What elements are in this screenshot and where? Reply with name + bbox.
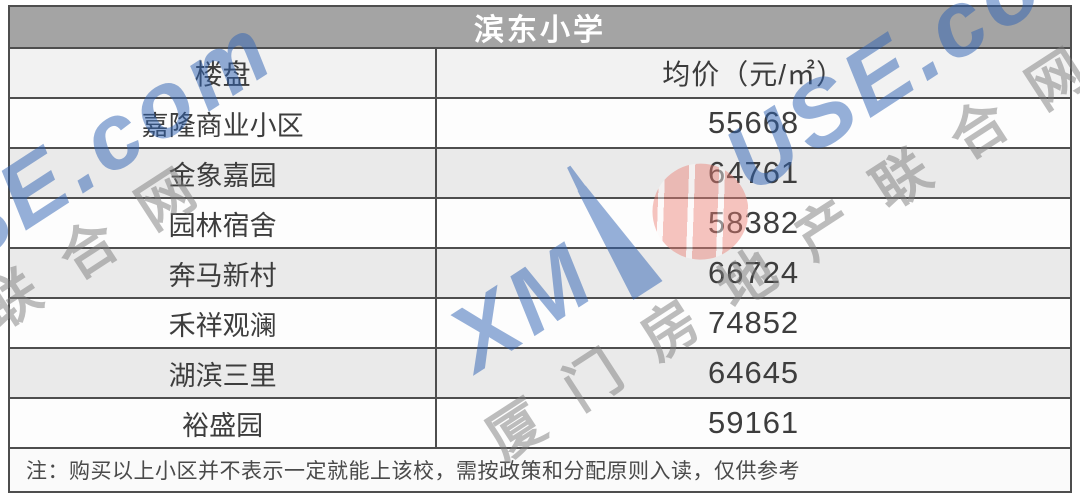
table-row: 园林宿舍 58382 [10,197,1070,247]
cell-property-name: 园林宿舍 [10,199,438,247]
cell-property-name: 奔马新村 [10,249,438,297]
table-row: 奔马新村 66724 [10,247,1070,297]
cell-average-price: 74852 [707,305,800,340]
cell-property-name: 湖滨三里 [10,349,438,397]
cell-average-price: 55668 [707,105,800,140]
footnote-text: 注：购买以上小区并不表示一定就能上该校，需按政策和分配原则入读，仅供参考 [26,460,800,483]
table-row: 嘉隆商业小区 55668 [10,97,1070,147]
cell-average-price: 59161 [707,405,800,440]
table-row: 裕盛园 59161 [10,397,1070,447]
title-bar: 滨东小学 [10,7,1070,49]
cell-average-price: 64761 [707,155,800,190]
cell-property-name: 嘉隆商业小区 [10,99,438,147]
cell-average-price: 64645 [707,355,800,390]
table-header-row: 楼盘 均价（元/㎡） [10,49,1070,97]
page-title: 滨东小学 [474,14,606,47]
cell-property-name: 裕盛园 [10,399,438,447]
footnote-row: 注：购买以上小区并不表示一定就能上该校，需按政策和分配原则入读，仅供参考 [10,447,1070,491]
cell-property-name: 禾祥观澜 [10,299,438,347]
price-table: 滨东小学 楼盘 均价（元/㎡） 嘉隆商业小区 55668 金象嘉园 64761 … [8,5,1072,493]
table-row: 湖滨三里 64645 [10,347,1070,397]
cell-average-price: 66724 [707,255,800,290]
table-row: 金象嘉园 64761 [10,147,1070,197]
column-header-price: 均价（元/㎡） [662,59,845,90]
cell-property-name: 金象嘉园 [10,149,438,197]
cell-average-price: 58382 [707,205,800,240]
table-row: 禾祥观澜 74852 [10,297,1070,347]
column-header-property: 楼盘 [10,49,438,97]
